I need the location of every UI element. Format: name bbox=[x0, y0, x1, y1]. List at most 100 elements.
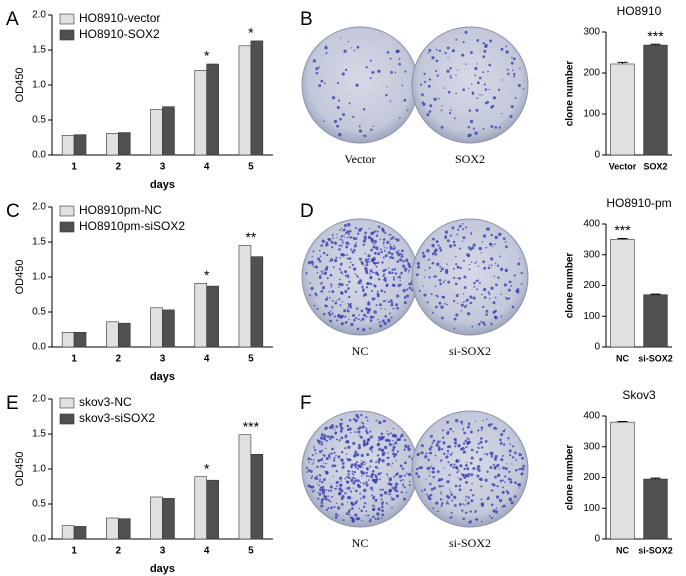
colony bbox=[331, 495, 333, 498]
colony bbox=[360, 453, 364, 458]
colony bbox=[499, 438, 502, 442]
colony bbox=[385, 299, 388, 302]
y-tick-label: 0.5 bbox=[32, 307, 46, 318]
bar bbox=[118, 518, 131, 540]
colony bbox=[512, 72, 516, 76]
colony bbox=[394, 71, 397, 74]
colony bbox=[446, 420, 450, 424]
colony bbox=[423, 80, 426, 83]
colony bbox=[362, 466, 364, 469]
y-tick-label: 100 bbox=[583, 503, 600, 514]
colony bbox=[448, 111, 452, 115]
colony bbox=[503, 283, 508, 287]
legend-swatch bbox=[59, 205, 75, 217]
colony bbox=[466, 462, 468, 464]
colony bbox=[482, 419, 484, 422]
colony bbox=[460, 310, 462, 312]
colony bbox=[384, 268, 387, 271]
colony bbox=[342, 273, 344, 275]
colony bbox=[340, 291, 344, 295]
colony bbox=[462, 503, 465, 505]
colony bbox=[484, 478, 488, 482]
colony bbox=[385, 502, 388, 504]
y-axis-label: clone number bbox=[565, 445, 576, 511]
colony bbox=[505, 467, 508, 471]
colony bbox=[335, 512, 338, 515]
colony bbox=[313, 446, 315, 449]
colony bbox=[352, 481, 356, 485]
colony bbox=[469, 295, 473, 299]
colony bbox=[473, 282, 476, 285]
colony bbox=[334, 301, 338, 305]
colony bbox=[348, 257, 352, 260]
colony bbox=[376, 249, 379, 251]
colony bbox=[319, 436, 324, 440]
colony bbox=[470, 233, 473, 236]
colony bbox=[360, 320, 362, 322]
colony bbox=[372, 245, 376, 249]
colony bbox=[390, 303, 394, 307]
colony bbox=[381, 505, 384, 509]
colony bbox=[335, 425, 339, 429]
colony bbox=[415, 472, 418, 475]
colony bbox=[440, 491, 442, 494]
colony bbox=[519, 258, 521, 260]
colony bbox=[467, 246, 471, 249]
colony bbox=[320, 433, 324, 437]
colony bbox=[391, 497, 395, 501]
colony bbox=[453, 327, 456, 330]
colony bbox=[319, 255, 322, 258]
colony bbox=[515, 459, 518, 462]
significance: * bbox=[204, 48, 210, 64]
x-tick-label: 2 bbox=[116, 546, 122, 557]
colony bbox=[454, 445, 457, 448]
colony bbox=[329, 485, 333, 489]
colony bbox=[464, 439, 467, 443]
colony bbox=[336, 486, 338, 488]
colony bbox=[436, 440, 440, 444]
panel-letter: B bbox=[300, 9, 313, 30]
colony bbox=[434, 454, 437, 457]
colony bbox=[369, 465, 372, 468]
colony bbox=[493, 243, 496, 246]
colony bbox=[381, 459, 385, 463]
colony bbox=[437, 448, 441, 451]
y-tick-label: 1.5 bbox=[32, 429, 46, 440]
colony bbox=[374, 475, 378, 478]
colony bbox=[377, 252, 381, 256]
colony bbox=[488, 264, 490, 266]
colony bbox=[357, 446, 362, 450]
colony bbox=[429, 493, 433, 497]
colony bbox=[353, 473, 355, 476]
colony bbox=[321, 486, 325, 490]
colony bbox=[450, 76, 453, 79]
colony bbox=[378, 420, 382, 425]
significance: *** bbox=[647, 28, 664, 44]
colony bbox=[431, 442, 434, 445]
colony bbox=[325, 52, 328, 54]
colony bbox=[348, 266, 351, 269]
colony bbox=[446, 449, 450, 453]
colony bbox=[441, 429, 445, 432]
colony bbox=[354, 450, 358, 454]
colony bbox=[361, 519, 363, 522]
colony bbox=[318, 66, 321, 69]
x-tick-label: 4 bbox=[204, 546, 210, 557]
colony bbox=[458, 502, 462, 506]
colony bbox=[479, 477, 483, 482]
colony bbox=[407, 445, 410, 447]
colony bbox=[466, 425, 470, 429]
colony bbox=[443, 87, 446, 89]
colony bbox=[416, 265, 421, 269]
colony bbox=[360, 462, 364, 466]
colony bbox=[482, 71, 485, 74]
colony bbox=[369, 315, 373, 319]
colony bbox=[333, 505, 336, 508]
colony bbox=[388, 312, 391, 315]
colony bbox=[507, 297, 511, 300]
colony bbox=[465, 226, 468, 229]
bar bbox=[150, 109, 163, 156]
colony bbox=[347, 469, 350, 473]
colony bbox=[307, 261, 312, 265]
colony bbox=[435, 48, 438, 51]
